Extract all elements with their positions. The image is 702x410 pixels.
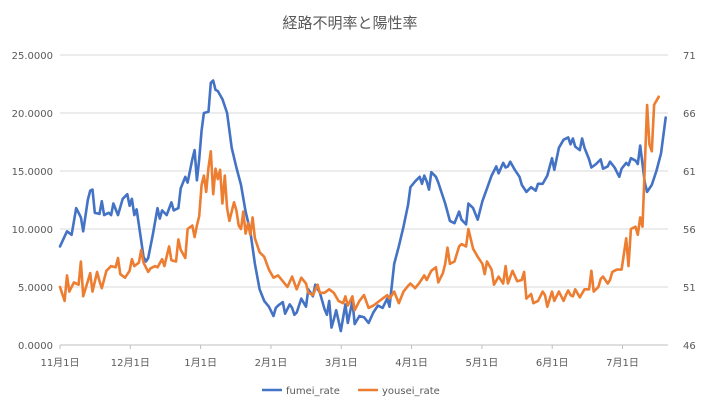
- left-y-tick-label: 5.0000: [18, 283, 53, 294]
- x-tick-label: 11月1日: [40, 357, 79, 369]
- legend-label-yousei-rate: yousei_rate: [382, 386, 440, 397]
- x-tick-label: 1月1日: [184, 357, 217, 369]
- legend: fumei_rate yousei_rate: [262, 386, 440, 397]
- left-y-axis: 0.0000 5.0000 10.0000 15.0000 20.0000 25.0000: [12, 51, 53, 352]
- x-tick-label: 6月1日: [536, 357, 569, 369]
- x-tick-label: 4月1日: [395, 357, 428, 369]
- series-line-yousei-rate: [58, 95, 661, 312]
- chart-title: 経路不明率と陽性率: [282, 14, 417, 32]
- right-y-tick-label: 71: [683, 51, 696, 62]
- legend-label-fumei-rate: fumei_rate: [286, 386, 340, 397]
- x-tick-label: 7月1日: [606, 357, 639, 369]
- right-y-tick-label: 56: [683, 225, 696, 236]
- x-tick-label: 12月1日: [111, 357, 150, 369]
- left-y-tick-label: 0.0000: [18, 341, 53, 352]
- x-axis: 11月1日 12月1日 1月1日 2月1日 3月1日 4月1日 5月1日 6月1日 7月1日: [40, 345, 639, 369]
- right-y-tick-label: 46: [683, 341, 696, 352]
- left-y-tick-label: 15.0000: [12, 167, 53, 178]
- x-tick-label: 2月1日: [255, 357, 288, 369]
- x-tick-label: 3月1日: [325, 357, 358, 369]
- right-y-tick-label: 66: [683, 109, 696, 120]
- right-y-tick-label: 61: [683, 167, 696, 178]
- gridlines: [60, 54, 668, 346]
- series-lines: [58, 79, 668, 333]
- right-y-tick-label: 51: [683, 283, 696, 294]
- left-y-tick-label: 25.0000: [12, 51, 53, 62]
- x-tick-label: 5月1日: [466, 357, 499, 369]
- right-y-axis: 46 51 56 61 66 71: [683, 51, 696, 352]
- left-y-tick-label: 10.0000: [12, 225, 53, 236]
- left-y-tick-label: 20.0000: [12, 109, 53, 120]
